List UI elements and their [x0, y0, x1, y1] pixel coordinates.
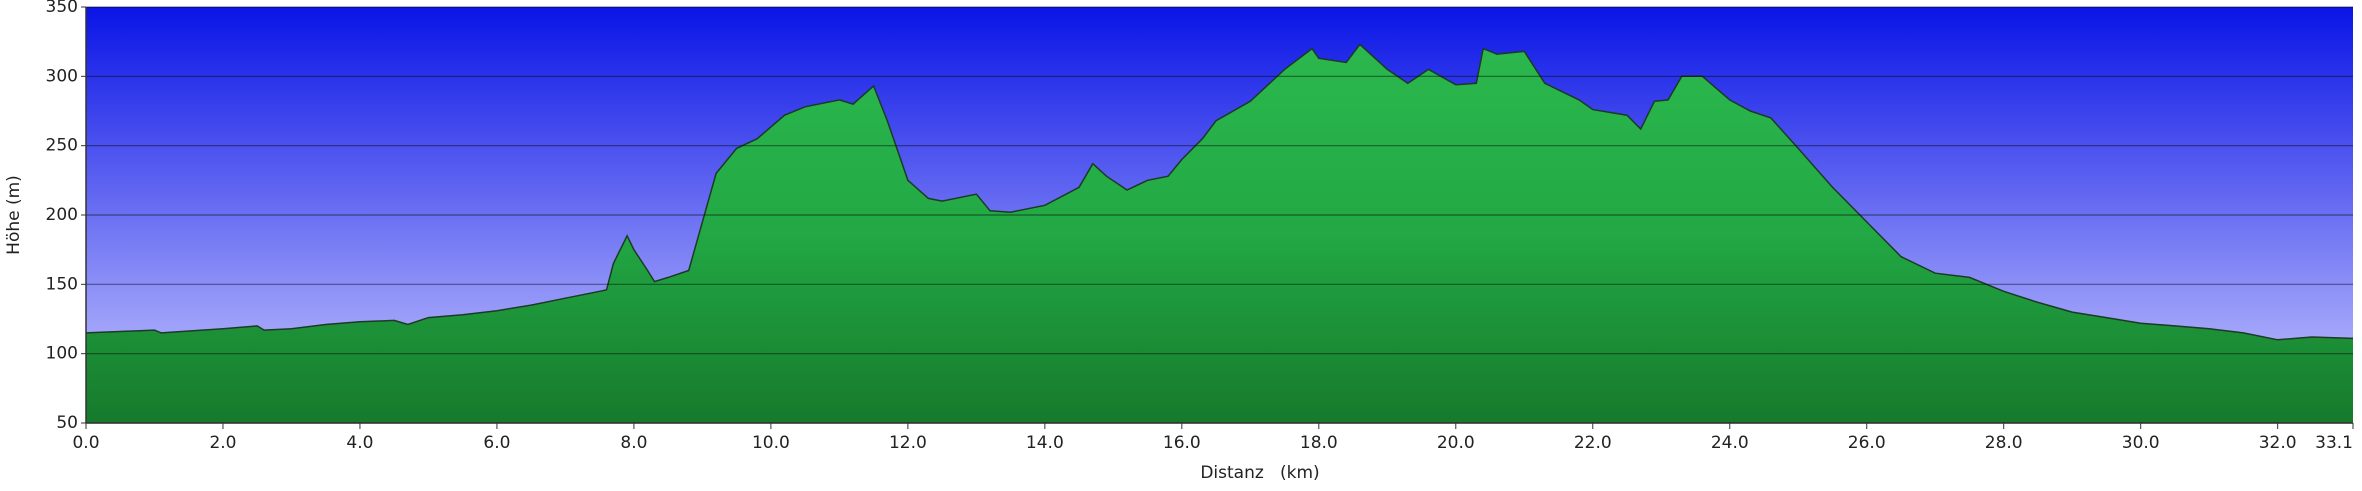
y-axis-title: Höhe (m): [4, 175, 24, 255]
x-tick-label: 16.0: [1163, 433, 1201, 453]
x-tick-label: 14.0: [1026, 433, 1064, 453]
y-tick-label: 300: [46, 66, 78, 86]
y-tick-label: 50: [56, 413, 78, 433]
x-tick-label: 33.1: [2315, 433, 2353, 453]
x-tick-label: 30.0: [2122, 433, 2160, 453]
x-tick-label: 10.0: [752, 433, 790, 453]
elevation-line: [85, 43, 2354, 341]
x-tick-label: 22.0: [1574, 433, 1612, 453]
x-tick-label: 26.0: [1848, 433, 1886, 453]
x-tick-label: 6.0: [483, 433, 510, 453]
y-tick-label: 250: [46, 136, 78, 156]
y-tick-label: 150: [46, 274, 78, 294]
x-tick-label: 18.0: [1300, 433, 1338, 453]
x-tick-label: 28.0: [1985, 433, 2023, 453]
x-tick-label: 12.0: [889, 433, 927, 453]
x-tick-label: 24.0: [1711, 433, 1749, 453]
y-tick-label: 100: [46, 344, 78, 364]
x-tick-label: 2.0: [209, 433, 236, 453]
y-tick-label: 200: [46, 205, 78, 225]
y-tick-label: 350: [46, 0, 78, 17]
x-axis-title: Distanz (km): [1200, 463, 1319, 483]
x-tick-label: 20.0: [1437, 433, 1475, 453]
elevation-area: [86, 44, 2353, 424]
x-tick-label: 8.0: [620, 433, 647, 453]
x-tick-label: 0.0: [72, 433, 99, 453]
x-tick-label: 4.0: [346, 433, 373, 453]
x-tick-label: 32.0: [2259, 433, 2297, 453]
